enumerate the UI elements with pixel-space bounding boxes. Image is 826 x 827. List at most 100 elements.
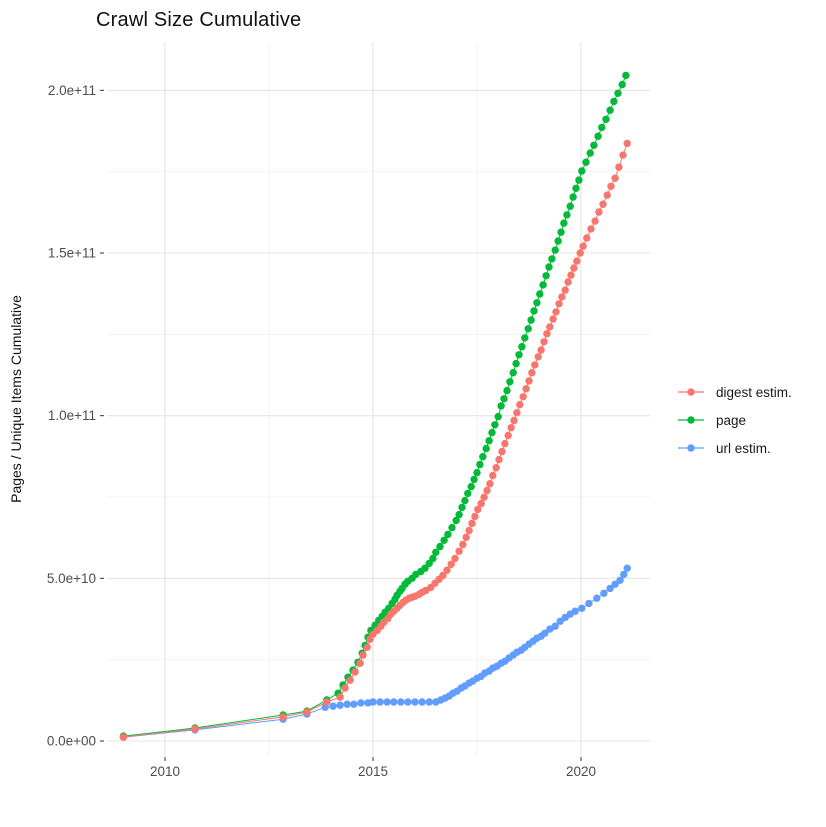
data-point [350, 700, 358, 708]
data-point [554, 237, 562, 245]
data-point [482, 444, 490, 453]
grid-minor [107, 42, 650, 756]
data-point [451, 554, 459, 563]
data-point [458, 503, 466, 512]
data-point [357, 699, 365, 707]
legend-key-dot [687, 444, 695, 452]
data-point [429, 554, 437, 563]
data-point [603, 191, 611, 199]
data-point [555, 300, 563, 308]
data-point [519, 393, 527, 401]
legend-label: url estim. [716, 440, 771, 456]
data-point [598, 123, 606, 132]
data-point [444, 530, 452, 539]
y-axis-title: Pages / Unique Items Cumulative [8, 295, 24, 503]
data-point [346, 676, 354, 684]
data-point [534, 353, 542, 361]
data-point [191, 725, 199, 733]
data-point [540, 338, 548, 346]
data-point [552, 308, 560, 316]
data-point [602, 115, 610, 124]
series-line [123, 143, 628, 738]
data-point [606, 106, 614, 114]
data-point [570, 264, 578, 272]
data-point [558, 293, 566, 301]
data-point [611, 174, 619, 182]
series-url-estim- [119, 564, 631, 741]
data-point [119, 733, 128, 741]
data-point [455, 510, 463, 519]
data-point [336, 693, 344, 701]
data-point [522, 385, 530, 393]
data-point [459, 540, 467, 549]
chart-title: Crawl Size Cumulative [96, 9, 302, 31]
data-point [356, 659, 364, 667]
legend-key-icon [678, 416, 704, 424]
data-point [509, 369, 517, 377]
data-point [515, 351, 523, 359]
data-point [579, 242, 587, 250]
data-point [432, 548, 440, 556]
legend-key-dot [687, 416, 695, 424]
data-point [571, 607, 579, 615]
data-point [404, 698, 412, 706]
y-tick-label: 2.0e+11 [48, 83, 96, 98]
data-point [582, 158, 590, 166]
data-point [618, 80, 626, 89]
data-point [616, 576, 624, 584]
data-point [564, 278, 572, 286]
data-point [351, 668, 359, 676]
data-point [421, 564, 429, 572]
legend-item-url-estim-: url estim. [676, 434, 792, 462]
data-point [397, 698, 405, 706]
data-point [343, 700, 351, 708]
data-point [491, 421, 499, 429]
data-point [586, 149, 594, 157]
data-point [531, 361, 539, 369]
data-point [470, 475, 478, 484]
data-point [541, 629, 549, 637]
data-point [329, 702, 337, 710]
data-point [551, 622, 559, 630]
data-point [477, 499, 485, 508]
data-point [557, 228, 565, 236]
data-point [492, 464, 500, 472]
data-point [591, 217, 599, 225]
data-point [468, 519, 476, 528]
data-point [516, 400, 524, 409]
data-point [585, 599, 593, 608]
data-point [390, 698, 398, 706]
data-point [369, 698, 377, 706]
data-point [590, 141, 598, 149]
data-point [488, 428, 496, 437]
legend-key-dot [687, 388, 695, 396]
data-point [498, 447, 506, 456]
data-point [615, 163, 623, 171]
data-point [359, 651, 367, 659]
data-point [494, 412, 502, 421]
data-point [480, 493, 488, 501]
data-point [425, 698, 433, 706]
data-point [543, 330, 551, 338]
data-point [467, 482, 475, 491]
data-point [593, 594, 601, 602]
data-point [576, 249, 584, 257]
data-point [479, 453, 487, 461]
data-point [566, 202, 574, 210]
data-point [473, 468, 481, 477]
data-point [452, 516, 460, 525]
legend-key-icon [678, 444, 704, 452]
data-point [506, 378, 514, 386]
data-point [500, 395, 508, 403]
x-tick-label: 2020 [566, 764, 596, 779]
data-point [583, 234, 591, 242]
data-point [578, 167, 586, 175]
y-tick-label: 0.0e+00 [47, 734, 96, 749]
data-point [465, 526, 473, 535]
data-point [436, 542, 444, 551]
data-point [383, 698, 391, 706]
data-point [418, 698, 426, 706]
data-point [439, 571, 447, 580]
